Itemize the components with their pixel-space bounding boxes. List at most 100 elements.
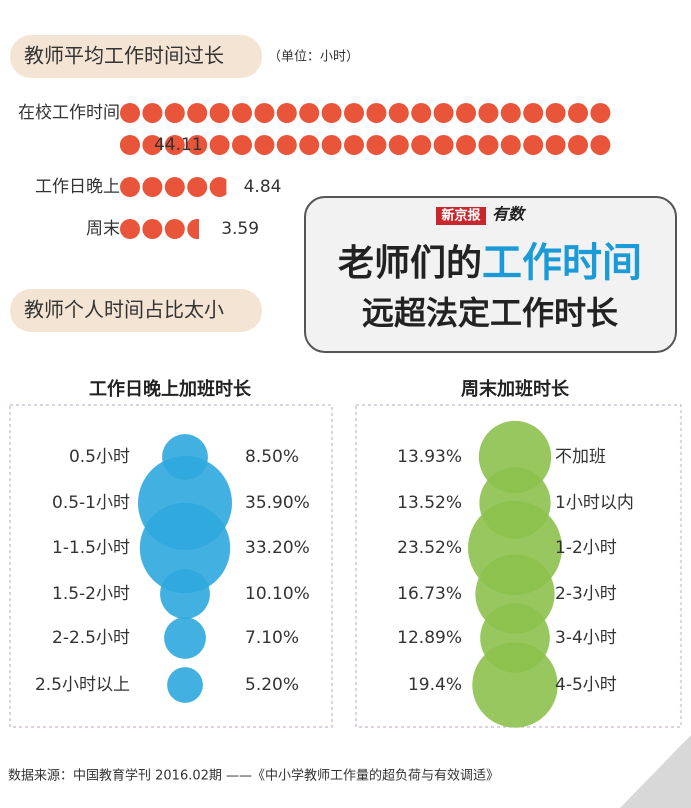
category-label: 1-2小时 bbox=[555, 538, 617, 558]
category-label: 周末 bbox=[86, 219, 120, 239]
dot bbox=[433, 135, 454, 155]
dot bbox=[142, 103, 163, 123]
dot bbox=[209, 135, 230, 155]
dot bbox=[545, 103, 566, 123]
source: 数据来源：中国教育学刊 2016.02期 ——《中小学教师工作量的超负荷与有效调… bbox=[8, 768, 499, 784]
value-label: 10.10% bbox=[245, 584, 310, 604]
badge-line-2: 远超法定工作时长 bbox=[362, 294, 618, 332]
dot bbox=[164, 135, 185, 155]
dot bbox=[232, 103, 252, 123]
dot-row bbox=[120, 103, 611, 155]
panel bbox=[355, 404, 682, 728]
dot bbox=[500, 103, 521, 123]
dot bbox=[523, 135, 544, 155]
dot bbox=[276, 103, 297, 123]
dot bbox=[366, 135, 387, 155]
category-label: 在校工作时间 bbox=[18, 103, 120, 123]
dot bbox=[187, 103, 208, 123]
dot bbox=[276, 135, 297, 155]
page-curl bbox=[620, 735, 691, 808]
category-label: 不加班 bbox=[555, 447, 606, 467]
category-label: 2-3小时 bbox=[555, 584, 617, 604]
value-label: 7.10% bbox=[245, 628, 299, 648]
category-label: 0.5-1小时 bbox=[52, 493, 130, 513]
dot bbox=[411, 135, 432, 155]
dot bbox=[478, 103, 499, 123]
dot bbox=[388, 103, 409, 123]
dot bbox=[142, 177, 163, 197]
value-label: 13.52% bbox=[397, 493, 462, 513]
dot bbox=[232, 135, 252, 155]
dot bbox=[500, 135, 521, 155]
value-label: 13.93% bbox=[397, 447, 462, 467]
badge-line-1: 老师们的工作时间 bbox=[338, 240, 642, 286]
unit: （单位：小时） bbox=[268, 50, 359, 65]
value-label: 5.20% bbox=[245, 675, 299, 695]
dot bbox=[120, 135, 140, 155]
badge-highlight: 工作时间 bbox=[482, 240, 642, 286]
dot bbox=[120, 177, 140, 197]
chart-title: 工作日晚上加班时长 bbox=[89, 378, 252, 400]
value-label: 12.89% bbox=[397, 628, 462, 648]
dot-row bbox=[120, 177, 227, 197]
dot bbox=[164, 103, 185, 123]
bubble bbox=[472, 642, 558, 728]
value-label: 33.20% bbox=[245, 538, 310, 558]
bubble bbox=[160, 569, 210, 619]
dot bbox=[590, 135, 611, 155]
category-label: 工作日晚上 bbox=[35, 177, 120, 197]
dot bbox=[299, 103, 320, 123]
category-label: 2-2.5小时 bbox=[52, 628, 130, 648]
value-label: 19.4% bbox=[408, 675, 462, 695]
chart-title: 周末加班时长 bbox=[461, 378, 570, 400]
dot-partial bbox=[187, 219, 199, 239]
dot bbox=[388, 135, 409, 155]
dot bbox=[568, 103, 588, 123]
dot bbox=[164, 177, 185, 197]
dot bbox=[120, 103, 140, 123]
dot bbox=[568, 135, 588, 155]
badge-text: 老师们的 bbox=[338, 243, 482, 284]
dot bbox=[254, 135, 275, 155]
dot bbox=[142, 135, 163, 155]
value-label: 16.73% bbox=[397, 584, 462, 604]
dot bbox=[478, 135, 499, 155]
dot bbox=[344, 135, 364, 155]
dot bbox=[142, 219, 163, 239]
dot bbox=[344, 103, 364, 123]
dot bbox=[411, 103, 432, 123]
dot-row bbox=[120, 219, 199, 239]
dot bbox=[120, 219, 140, 239]
logo-box bbox=[436, 207, 486, 225]
dot-partial bbox=[209, 177, 227, 197]
dot bbox=[209, 103, 230, 123]
dot bbox=[366, 103, 387, 123]
category-label: 2.5小时以上 bbox=[35, 675, 130, 695]
dot bbox=[456, 103, 476, 123]
logo-2: 有数 bbox=[492, 205, 527, 224]
value-label: 4.84 bbox=[244, 177, 282, 197]
dot bbox=[187, 135, 208, 155]
dot bbox=[254, 103, 275, 123]
category-label: 3-4小时 bbox=[555, 628, 617, 648]
badge bbox=[304, 196, 677, 353]
dot bbox=[187, 177, 208, 197]
category-label: 4-5小时 bbox=[555, 675, 617, 695]
value-label: 44.11 bbox=[154, 135, 203, 155]
section-title: 教师平均工作时间过长 bbox=[24, 44, 224, 68]
bubble bbox=[167, 667, 203, 703]
dot bbox=[321, 135, 342, 155]
bubble bbox=[164, 617, 206, 659]
bubble bbox=[139, 502, 231, 594]
dot bbox=[523, 103, 544, 123]
category-label: 0.5小时 bbox=[69, 447, 130, 467]
dot bbox=[590, 103, 611, 123]
section-title: 教师个人时间占比太小 bbox=[24, 298, 224, 322]
section-pill bbox=[10, 35, 262, 78]
dot bbox=[164, 219, 185, 239]
value-label: 3.59 bbox=[221, 219, 259, 239]
panel bbox=[9, 404, 333, 728]
category-label: 1小时以内 bbox=[555, 493, 634, 513]
logo: 新京报 bbox=[441, 208, 481, 224]
